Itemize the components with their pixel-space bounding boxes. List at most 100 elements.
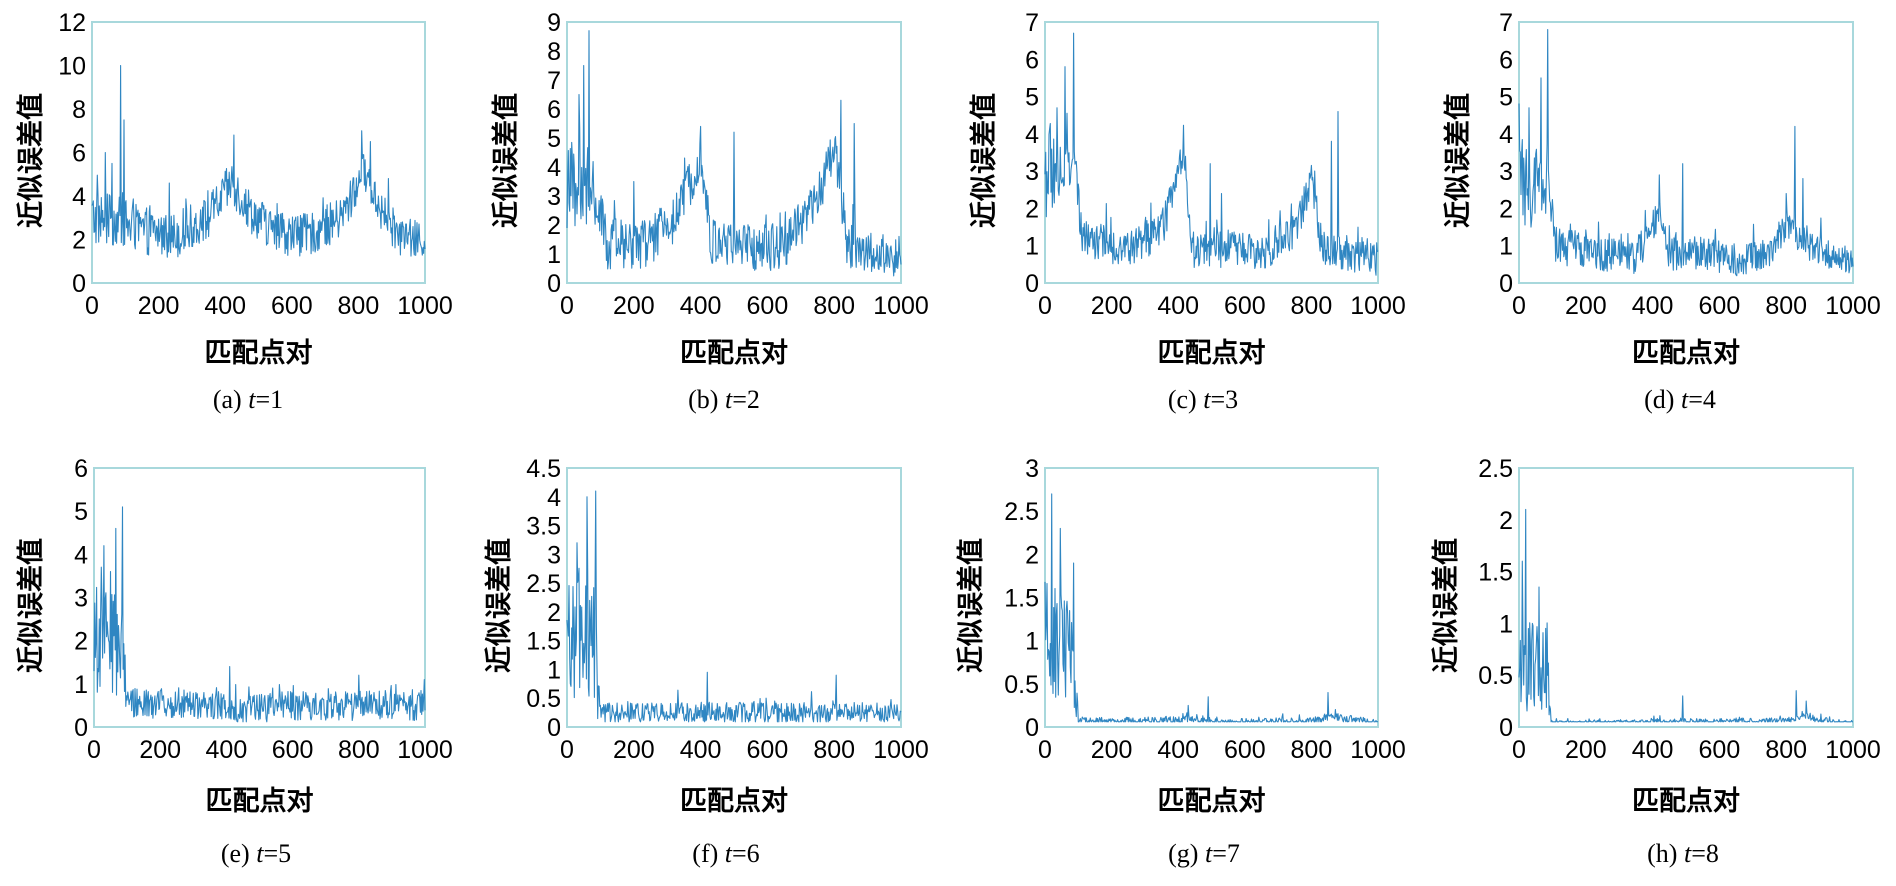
y-axis-label: 近似误差值 (15, 538, 47, 673)
x-tick-label: 800 (1291, 292, 1333, 320)
x-tick-label: 200 (613, 292, 655, 320)
chart-panel-a: 0 200 400 600 800 1000 0 2 4 6 8 10 12 匹配点对 近似误差值 (a) t… (15, 9, 453, 414)
y-tick-label: 1.5 (1004, 585, 1039, 613)
y-tick-label: 8 (547, 38, 561, 66)
x-tick-label: 800 (338, 292, 380, 320)
x-tick-label: 0 (1512, 736, 1526, 764)
x-tick-label: 400 (680, 292, 722, 320)
y-tick-label: 0 (72, 270, 86, 298)
y-tick-label: 9 (547, 9, 561, 37)
chart-panel-g: 0 200 400 600 800 1000 0 0.5 1 1.5 2 2.5 3 匹配点对 近似误差值 (… (955, 455, 1406, 868)
x-tick-label: 200 (1091, 736, 1133, 764)
y-tick-label: 0 (547, 714, 561, 742)
x-tick-label: 800 (813, 736, 855, 764)
x-tick-label: 800 (1291, 736, 1333, 764)
panel-caption: (b) t=2 (688, 385, 760, 414)
x-axis-label: 匹配点对 (680, 786, 788, 817)
x-axis-label: 匹配点对 (206, 786, 314, 817)
y-tick-label: 6 (1499, 46, 1513, 74)
y-tick-label: 4 (1025, 121, 1039, 149)
x-tick-label: 1000 (873, 292, 929, 320)
plot-frame (1518, 467, 1854, 728)
y-tick-label: 2 (1499, 195, 1513, 223)
x-tick-label: 800 (1765, 736, 1807, 764)
series-line (566, 30, 902, 277)
x-tick-label: 0 (1038, 736, 1052, 764)
panel-caption: (e) t=5 (221, 839, 291, 868)
plot-frame (566, 21, 902, 284)
y-tick-label: 3 (547, 183, 561, 211)
y-tick-label: 6 (1025, 46, 1039, 74)
y-axis-label: 近似误差值 (1430, 538, 1462, 673)
y-tick-label: 2 (72, 227, 86, 255)
y-tick-label: 3 (74, 585, 88, 613)
y-axis-label: 近似误差值 (955, 538, 987, 673)
y-tick-label: 0 (74, 714, 88, 742)
x-tick-label: 600 (1699, 292, 1741, 320)
y-axis-label: 近似误差值 (490, 93, 522, 228)
x-tick-label: 800 (1765, 292, 1807, 320)
panel-caption: (d) t=4 (1644, 385, 1716, 414)
x-tick-label: 200 (1091, 292, 1133, 320)
x-tick-label: 200 (139, 736, 181, 764)
plot-frame (566, 467, 902, 728)
panel-caption: (c) t=3 (1168, 385, 1238, 414)
x-tick-label: 400 (680, 736, 722, 764)
y-tick-label: 0 (547, 270, 561, 298)
y-tick-label: 0.5 (1478, 662, 1513, 690)
panel-caption: (f) t=6 (692, 839, 759, 868)
y-tick-label: 4 (547, 154, 561, 182)
y-tick-label: 4.5 (526, 455, 561, 483)
series-line (566, 490, 902, 723)
y-tick-label: 1 (1499, 233, 1513, 261)
y-tick-label: 4 (72, 183, 86, 211)
panel-caption: (g) t=7 (1168, 839, 1240, 868)
y-tick-label: 7 (547, 67, 561, 95)
x-tick-label: 800 (338, 736, 380, 764)
series-line (1044, 493, 1379, 723)
x-axis-label: 匹配点对 (1632, 338, 1740, 369)
x-tick-label: 1000 (1825, 736, 1881, 764)
plot-frame (1518, 21, 1854, 284)
x-tick-label: 400 (206, 736, 248, 764)
y-tick-label: 0 (1499, 714, 1513, 742)
y-axis-label: 近似误差值 (15, 93, 47, 228)
y-tick-label: 7 (1025, 9, 1039, 37)
plot-frame (1044, 467, 1379, 728)
y-tick-label: 6 (72, 140, 86, 168)
series-line (93, 506, 426, 723)
y-tick-label: 5 (74, 498, 88, 526)
x-tick-label: 600 (1699, 736, 1741, 764)
y-tick-label: 2 (1025, 541, 1039, 569)
x-axis-label: 匹配点对 (1632, 786, 1740, 817)
x-axis-label: 匹配点对 (1158, 786, 1266, 817)
y-tick-label: 1 (547, 241, 561, 269)
y-tick-label: 3.5 (526, 513, 561, 541)
series-line (1518, 508, 1853, 723)
x-tick-label: 0 (85, 292, 99, 320)
y-tick-label: 1 (1025, 628, 1039, 656)
x-tick-label: 400 (1632, 292, 1674, 320)
y-tick-label: 0 (1025, 270, 1039, 298)
chart-panel-b: 0 200 400 600 800 10000123456789匹配点对近似误差值(b) … (490, 9, 929, 414)
y-tick-label: 10 (58, 53, 86, 81)
y-tick-label: 6 (74, 455, 88, 483)
y-tick-label: 12 (58, 9, 86, 37)
x-tick-label: 400 (204, 292, 246, 320)
y-tick-label: 2 (74, 628, 88, 656)
x-tick-label: 200 (613, 736, 655, 764)
chart-panel-c: 0 200 400 600 800 1000 0 1 2 3 4 5 6 7 匹配点对 近似误差值 (c) t=… (968, 9, 1406, 414)
x-tick-label: 1000 (873, 736, 929, 764)
y-tick-label: 4 (1499, 121, 1513, 149)
y-tick-label: 8 (72, 96, 86, 124)
x-tick-label: 1000 (1825, 292, 1881, 320)
x-tick-label: 600 (747, 736, 789, 764)
y-tick-label: 2 (1025, 195, 1039, 223)
y-tick-label: 7 (1499, 9, 1513, 37)
x-tick-label: 600 (1224, 292, 1266, 320)
x-tick-label: 600 (272, 736, 314, 764)
y-tick-label: 2 (547, 599, 561, 627)
y-axis-label: 近似误差值 (483, 538, 515, 673)
y-axis-label: 近似误差值 (968, 93, 1000, 228)
